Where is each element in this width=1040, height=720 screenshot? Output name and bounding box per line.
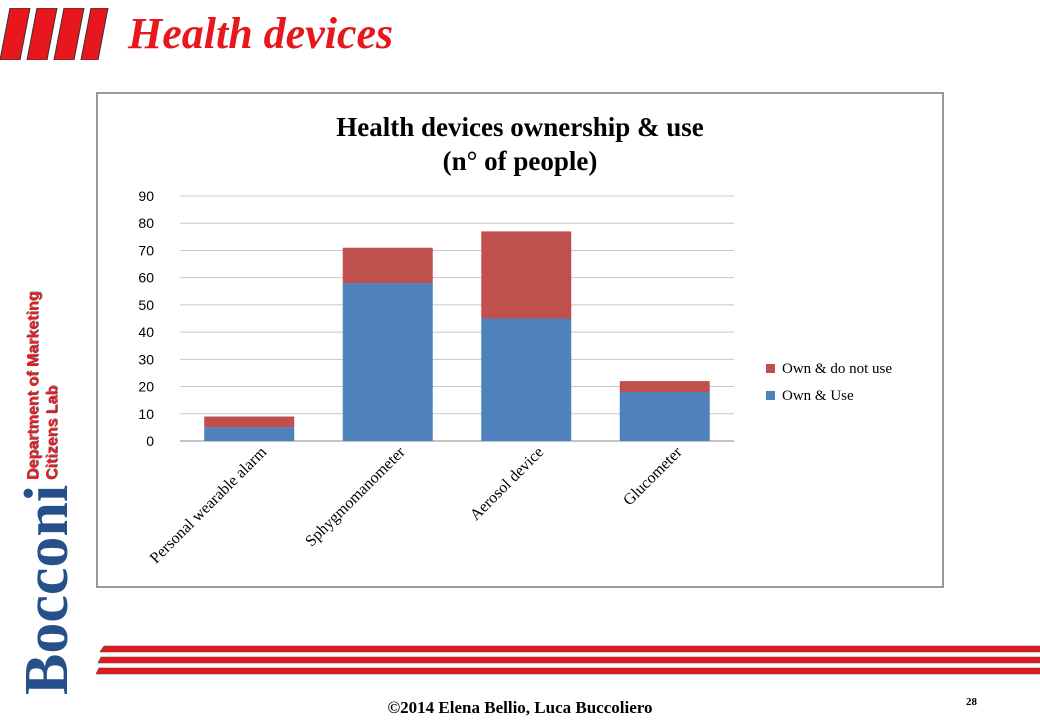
legend-swatch (766, 364, 775, 373)
stacked-bar-chart: Health devices ownership & use (n° of pe… (138, 112, 892, 567)
slide-title: Health devices (128, 9, 394, 58)
department-label: Department of Marketing Citizens Lab (24, 292, 62, 480)
bar-segment (481, 231, 572, 319)
copyright-footer: ©2014 Elena Bellio, Luca Buccoliero (387, 698, 653, 717)
bars (204, 231, 710, 441)
bar-segment (619, 381, 710, 392)
bar-segment (204, 416, 295, 428)
y-tick-label: 40 (138, 324, 154, 340)
department-line-1: Department of Marketing (25, 291, 42, 480)
bar-segment (342, 283, 433, 441)
y-tick-label: 20 (138, 379, 154, 395)
y-tick-label: 60 (138, 270, 154, 286)
x-axis-labels: Personal wearable alarm Sphygmomanometer A… (147, 443, 686, 567)
x-category-label: Personal wearable alarm (147, 443, 271, 567)
gridlines (180, 195, 734, 442)
y-tick-label: 0 (146, 433, 154, 449)
y-tick-label: 80 (138, 215, 154, 231)
page-number: 28 (966, 696, 977, 708)
y-tick-label: 90 (138, 188, 154, 204)
legend: Own & do not use Own & Use (766, 361, 892, 404)
x-category-label: Aerosol device (467, 444, 547, 524)
y-tick-label: 30 (138, 351, 154, 367)
y-tick-label: 10 (138, 406, 154, 422)
bar-segment (619, 392, 710, 441)
bar-segment (204, 427, 295, 441)
chart-frame: Health devices ownership & use (n° of pe… (96, 92, 944, 588)
x-category-label: Glucometer (620, 443, 686, 509)
logo-bars (0, 8, 109, 60)
legend-label: Own & Use (782, 388, 854, 404)
legend-label: Own & do not use (782, 361, 892, 377)
y-tick-label: 70 (138, 242, 154, 258)
department-line-2: Citizens Lab (44, 385, 61, 480)
bar-segment (481, 318, 572, 441)
university-logo: Bocconi (13, 484, 81, 695)
footer-stripes (96, 645, 1040, 675)
bar-segment (342, 247, 433, 284)
chart-title-line-1: Health devices ownership & use (336, 112, 704, 142)
legend-swatch (766, 391, 775, 400)
y-tick-label: 50 (138, 297, 154, 313)
x-category-label: Sphygmomanometer (302, 443, 409, 550)
chart-title-line-2: (n° of people) (443, 146, 598, 176)
y-axis-ticks: 0 10 20 30 40 50 60 70 80 90 (138, 188, 154, 449)
